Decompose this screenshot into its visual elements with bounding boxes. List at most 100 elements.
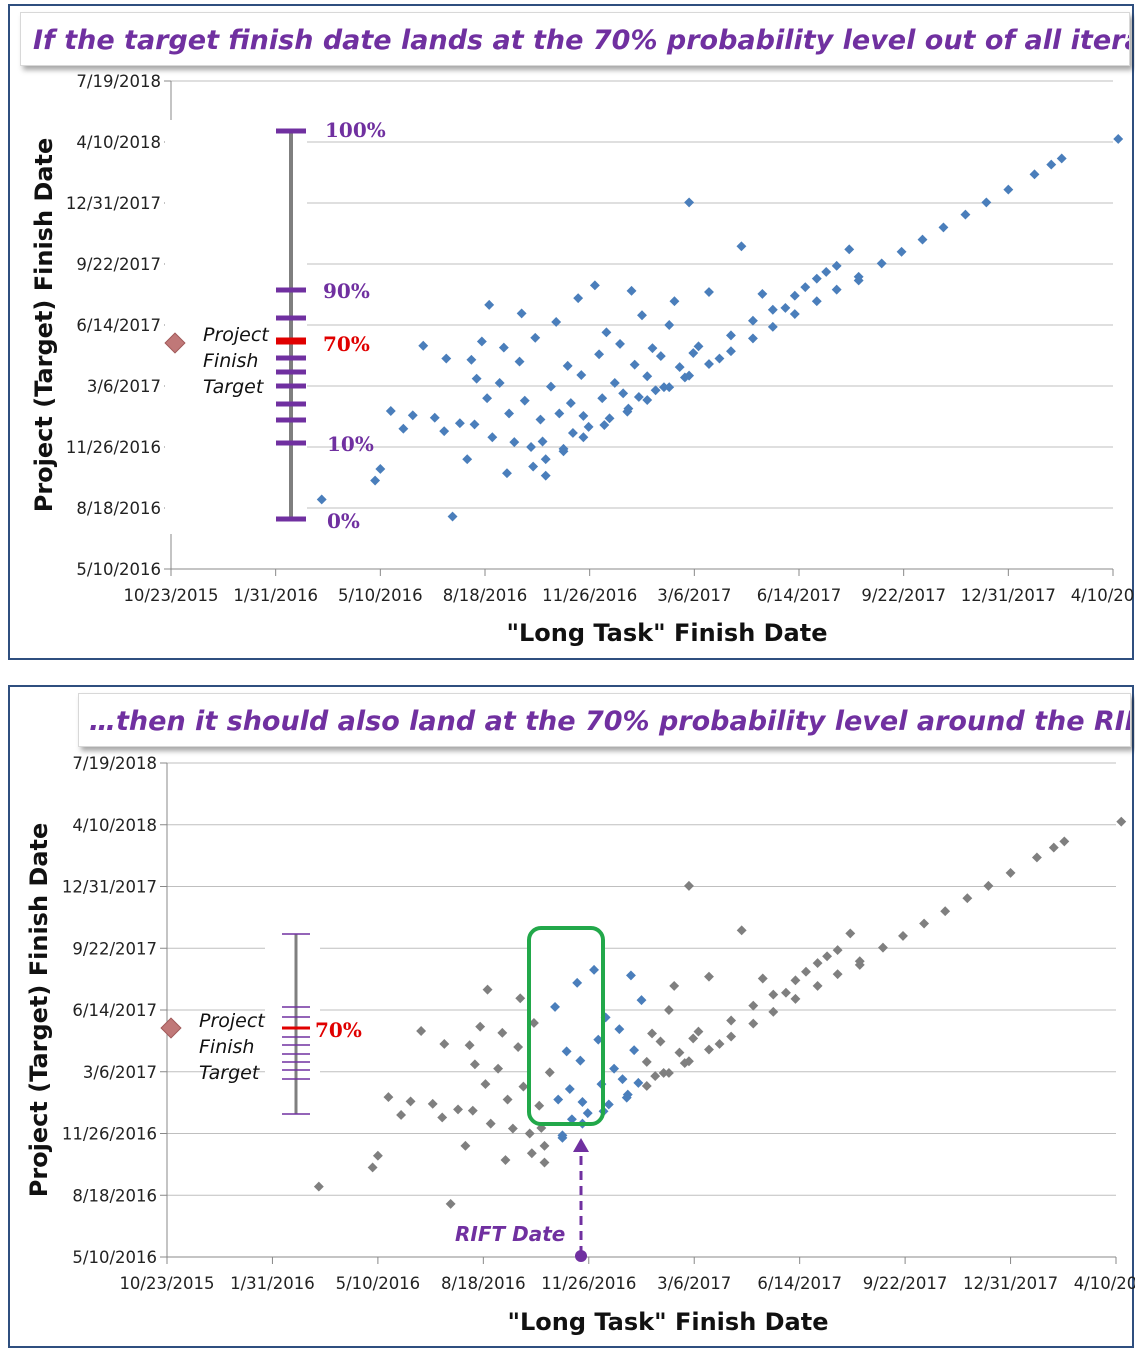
y-tick-label: 12/31/2017 [62,878,157,897]
x-tick-label: 8/18/2016 [443,586,528,605]
data-point [464,1040,475,1051]
data-point [441,353,452,364]
data-point [767,304,778,315]
data-point [811,273,822,284]
data-point [962,893,973,904]
data-point [896,246,907,257]
data-point [812,980,823,991]
data-point [476,336,487,347]
data-point [747,315,758,326]
data-point [437,1112,448,1123]
data-point [674,1047,685,1058]
highlighted-data-point [550,1001,560,1012]
data-point [736,241,747,252]
data-point [747,333,758,344]
data-point [821,266,832,277]
x-tick-label: 1/31/2016 [233,586,318,605]
data-point [684,1056,694,1067]
data-point [642,371,653,382]
data-point [599,420,610,430]
data-point [669,980,680,991]
data-point [375,464,386,474]
data-point [736,925,747,936]
data-point [487,432,498,443]
top-scatter-chart: 5/10/2016 8/18/2016 11/26/2016 3/6/2017 6/14… [30,72,1135,647]
label-0-percent: 0% [327,509,360,533]
highlighted-data-point [553,1094,564,1105]
top-target-marker [164,332,186,354]
data-point [1116,816,1127,827]
x-tick-label: 6/14/2017 [757,586,842,605]
data-point [726,1015,737,1026]
top-bracket-backdrop [165,120,307,534]
data-point [688,1033,699,1044]
y-tick-label: 9/22/2017 [76,255,161,274]
data-point [500,1155,511,1166]
data-point [416,1026,427,1036]
data-point [669,296,680,307]
data-point [1056,153,1067,164]
data-point [960,209,971,220]
data-point [405,1096,416,1107]
data-point [504,408,515,419]
highlighted-data-point [603,1099,614,1110]
data-point [469,1059,480,1070]
data-point [493,1063,504,1074]
top-x-axis-title: "Long Task" Finish Date [506,619,827,647]
data-point [704,1044,714,1055]
top-target-label-line1: Project [203,324,270,346]
data-point [831,284,842,295]
bottom-x-axis-title: "Long Task" Finish Date [507,1308,828,1336]
data-point [1113,134,1124,144]
data-point [604,413,615,424]
highlighted-data-point [633,1077,644,1088]
data-point [854,956,865,967]
data-point [313,1181,324,1192]
y-tick-label: 12/31/2017 [66,194,161,213]
data-point [688,348,699,359]
data-point [1029,169,1040,180]
y-tick-label: 4/10/2018 [72,816,157,835]
data-point [845,928,856,939]
data-point [726,330,736,341]
data-point [832,945,843,956]
y-tick-label: 5/10/2016 [76,560,161,579]
data-point [938,222,949,233]
bottom-target-label-line3: Target [199,1062,261,1084]
data-point [637,310,647,321]
highlighted-data-point [589,964,599,975]
data-point [704,359,714,369]
data-point [659,382,669,393]
y-tick-label: 6/14/2017 [72,1001,157,1020]
data-point [790,975,801,986]
data-point [519,395,530,406]
data-point [469,419,480,430]
data-point [471,373,482,384]
highlighted-data-point [609,1063,620,1074]
data-point [573,293,584,304]
data-point [647,1028,657,1039]
y-tick-label: 9/22/2017 [72,939,157,958]
x-tick-label: 11/26/2016 [542,586,637,605]
data-point [714,1039,725,1049]
data-point [396,1110,407,1120]
data-point [664,382,675,393]
data-point [800,282,811,293]
highlighted-data-point [575,1055,586,1066]
y-tick-label: 6/14/2017 [76,316,161,335]
data-point [789,309,800,319]
data-point [1031,852,1042,863]
y-tick-label: 7/19/2018 [76,72,161,91]
data-point [789,290,800,301]
data-point [726,346,736,357]
data-point [407,410,418,421]
data-point [466,354,477,365]
rift-arrow-head [573,1138,589,1152]
top-y-axis-title: Project (Target) Finish Date [30,138,58,513]
x-tick-label: 9/22/2017 [861,586,946,605]
data-point [545,381,556,392]
data-point [811,296,822,307]
data-point [767,321,778,332]
data-point [655,1036,666,1047]
